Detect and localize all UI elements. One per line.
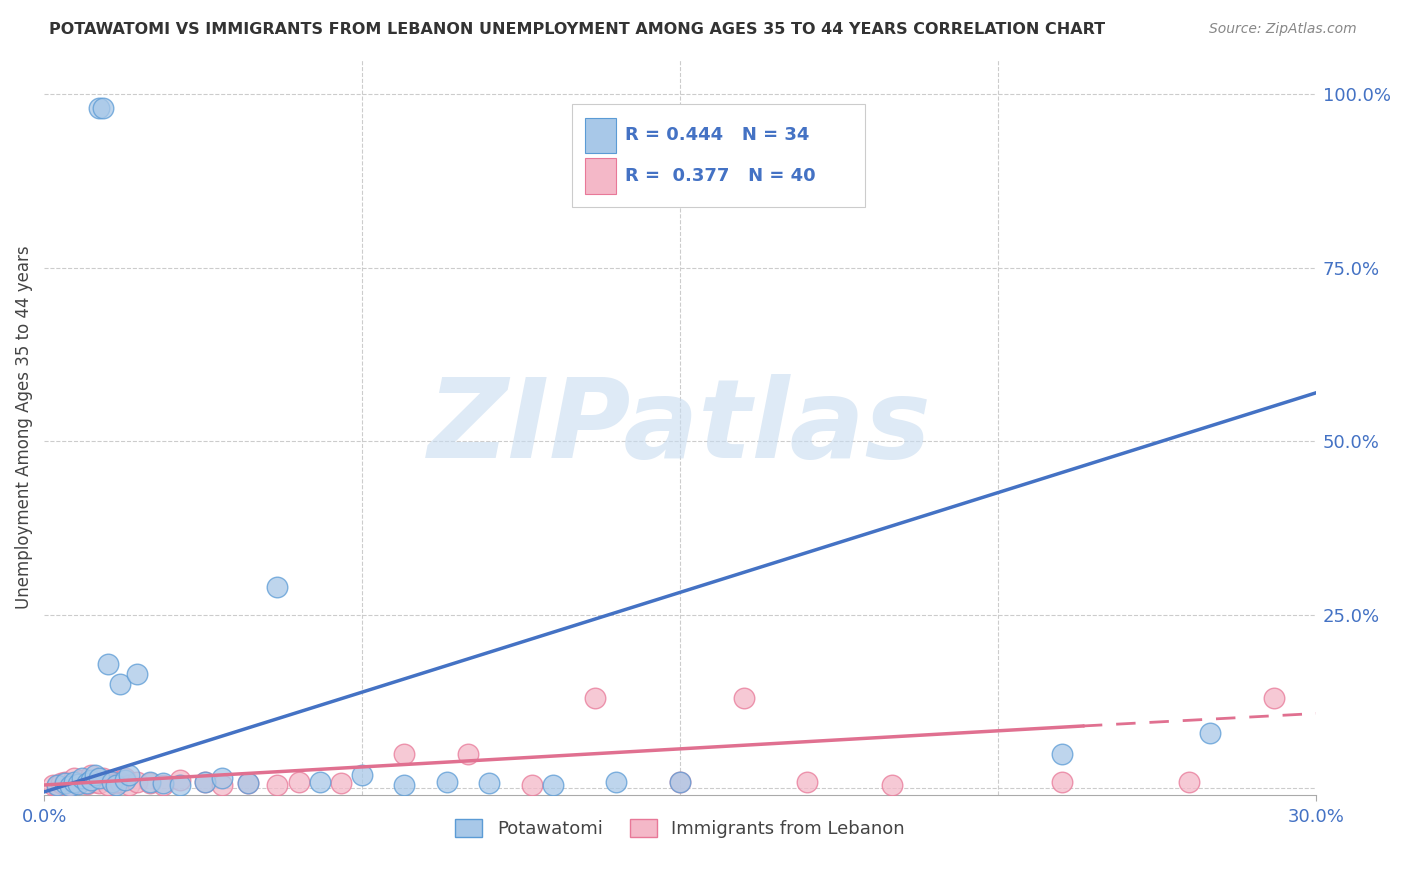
FancyBboxPatch shape [585, 118, 616, 153]
Point [478, 776, 501, 790]
Point [62, 774, 84, 789]
Point [329, 776, 352, 790]
Point [139, 776, 162, 790]
Point [80, 773, 103, 788]
Point [1199, 726, 1222, 740]
Point [1263, 691, 1285, 706]
Point [41, 778, 63, 792]
Point [139, 774, 162, 789]
Point [58, 780, 80, 794]
Point [436, 774, 458, 789]
Point [1050, 747, 1073, 761]
Point [152, 776, 174, 790]
Point [1178, 774, 1201, 789]
Point [127, 774, 149, 789]
Point [53, 774, 76, 789]
Point [211, 771, 233, 785]
Point [236, 776, 259, 790]
Point [520, 778, 543, 792]
Point [97, 657, 120, 671]
Point [89, 776, 111, 790]
Point [194, 774, 217, 789]
Point [266, 778, 288, 792]
Point [53, 776, 76, 790]
Point [394, 778, 416, 792]
Point [89, 771, 111, 785]
Point [72, 771, 94, 785]
Point [236, 776, 259, 790]
Point [457, 747, 479, 761]
Point [89, 101, 111, 115]
Point [541, 778, 564, 792]
Point [45, 778, 67, 792]
Y-axis label: Unemployment Among Ages 35 to 44 years: Unemployment Among Ages 35 to 44 years [15, 245, 32, 609]
Point [669, 774, 692, 789]
Point [1050, 774, 1073, 789]
Point [62, 771, 84, 785]
Point [394, 747, 416, 761]
FancyBboxPatch shape [585, 158, 616, 194]
Point [308, 774, 330, 789]
Point [76, 776, 98, 790]
Point [605, 774, 627, 789]
Point [266, 580, 288, 594]
Point [194, 774, 217, 789]
Point [287, 774, 309, 789]
Point [49, 776, 72, 790]
Point [101, 773, 124, 788]
Point [169, 773, 191, 788]
Point [72, 773, 94, 788]
Point [583, 691, 606, 706]
Point [796, 774, 818, 789]
Point [669, 774, 692, 789]
Point [84, 767, 107, 781]
Point [352, 767, 374, 781]
Point [80, 767, 103, 781]
FancyBboxPatch shape [572, 103, 865, 207]
Point [880, 778, 903, 792]
Text: R = 0.444   N = 34: R = 0.444 N = 34 [626, 127, 810, 145]
Point [118, 767, 141, 781]
Point [66, 776, 89, 790]
Point [93, 771, 115, 785]
Text: R =  0.377   N = 40: R = 0.377 N = 40 [626, 167, 815, 185]
Point [105, 776, 128, 790]
Text: ZIPatlas: ZIPatlas [429, 374, 932, 481]
Point [118, 778, 141, 792]
Point [169, 778, 191, 792]
Point [84, 774, 107, 789]
Point [58, 778, 80, 792]
Point [93, 101, 115, 115]
Point [110, 677, 132, 691]
Legend: Potawatomi, Immigrants from Lebanon: Potawatomi, Immigrants from Lebanon [449, 812, 912, 846]
Point [45, 780, 67, 794]
Point [127, 667, 149, 681]
Point [152, 778, 174, 792]
Point [110, 774, 132, 789]
Point [101, 774, 124, 789]
Point [211, 778, 233, 792]
Point [733, 691, 755, 706]
Point [114, 773, 136, 788]
Point [76, 777, 98, 791]
Point [66, 777, 89, 791]
Text: POTAWATOMI VS IMMIGRANTS FROM LEBANON UNEMPLOYMENT AMONG AGES 35 TO 44 YEARS COR: POTAWATOMI VS IMMIGRANTS FROM LEBANON UN… [49, 22, 1105, 37]
Point [114, 771, 136, 785]
Point [97, 778, 120, 792]
Text: Source: ZipAtlas.com: Source: ZipAtlas.com [1209, 22, 1357, 37]
Point [105, 778, 128, 792]
